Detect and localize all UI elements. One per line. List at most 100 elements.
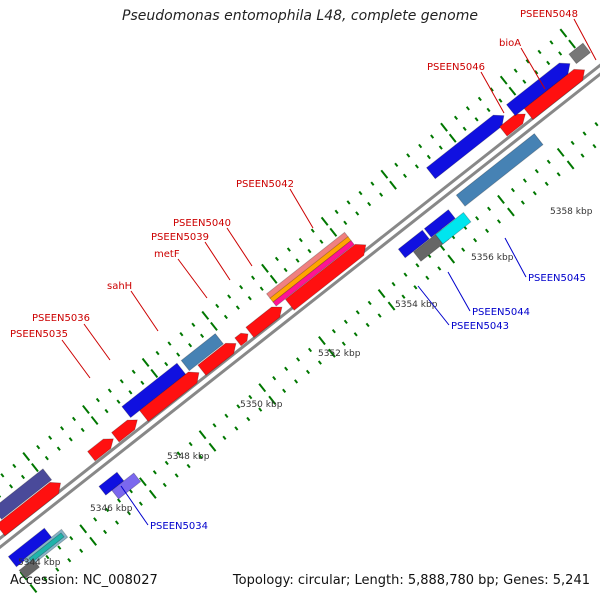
tick-mark [9, 484, 14, 489]
gene-box-shape [28, 532, 65, 563]
tick-mark [402, 173, 407, 179]
tick-mark [138, 501, 143, 506]
gene-box-shape [397, 229, 430, 259]
tick-mark [251, 275, 256, 280]
gene-arrow-shape [506, 62, 571, 117]
tick-mark [377, 313, 382, 318]
tick-mark [179, 332, 184, 337]
map-title: Pseudomonas entomophila L48, complete ge… [122, 8, 478, 24]
tick-mark [414, 164, 419, 169]
gene-box [18, 558, 40, 579]
tick-mark [343, 220, 348, 226]
tick-mark [116, 399, 121, 404]
tick-mark [48, 435, 53, 440]
tick-mark [80, 427, 85, 433]
gene-box [98, 471, 125, 496]
tick-mark [317, 360, 322, 365]
gene-label: PSEEN5034 [150, 521, 208, 532]
tick-mark [235, 305, 240, 310]
tick-mark [164, 460, 169, 466]
tick-mark [210, 321, 218, 331]
tick-mark [377, 288, 386, 299]
tick-mark [534, 70, 539, 75]
tick-mark [546, 60, 551, 66]
tick-mark [67, 557, 72, 563]
scale-label: 5350 kbp [240, 400, 283, 410]
tick-mark [295, 258, 300, 263]
gene-arrow-shape [523, 68, 586, 121]
gene-box [0, 468, 53, 520]
gene-label: PSEEN5048 [520, 9, 578, 20]
tick-mark [236, 404, 241, 409]
tick-mark [198, 430, 207, 440]
scale-label: 5348 kbp [167, 452, 210, 462]
tick-mark [546, 159, 551, 164]
gene-label: sahH [107, 281, 132, 292]
tick-mark [261, 263, 269, 273]
leader-line [120, 485, 149, 526]
tick-mark [268, 395, 277, 405]
gene-box [434, 211, 472, 245]
gene-box-shape [266, 231, 349, 300]
tick-mark [461, 247, 466, 252]
tick-mark [447, 254, 456, 264]
tick-mark [224, 413, 229, 419]
leader-line [61, 339, 91, 379]
tick-mark [247, 295, 252, 301]
backbone-line [0, 72, 600, 550]
tick-mark [358, 190, 363, 196]
tick-mark [474, 117, 479, 122]
tick-mark [331, 328, 336, 334]
tick-mark [128, 488, 133, 494]
tick-mark [532, 190, 537, 196]
scale-label: 5346 kbp [90, 504, 133, 514]
tick-mark [68, 437, 73, 442]
tick-mark [44, 455, 49, 461]
gene-arrow-shape [499, 113, 526, 137]
tick-mark [334, 209, 339, 215]
tick-mark [413, 285, 418, 290]
tick-mark [22, 451, 31, 462]
gene-arrow [197, 342, 237, 376]
tick-mark [246, 416, 251, 422]
tick-mark [140, 380, 145, 386]
gene-arrow-shape [0, 482, 62, 537]
tick-mark [570, 140, 575, 146]
tick-mark [438, 145, 443, 150]
gene-box [397, 229, 430, 259]
scale-label: 5358 kbp [550, 207, 593, 217]
gene-box [272, 240, 355, 307]
gene-box-shape [180, 333, 224, 372]
tick-mark [568, 39, 576, 49]
tick-mark [498, 98, 503, 103]
gene-arrow-shape [111, 419, 138, 443]
tick-mark [499, 75, 508, 85]
gene-box-shape [568, 42, 591, 65]
tick-mark [107, 388, 112, 393]
tick-mark [79, 548, 84, 553]
tick-mark [341, 341, 346, 346]
tick-mark [215, 303, 220, 309]
tick-mark [234, 426, 239, 431]
tick-mark [36, 444, 41, 450]
tick-mark [198, 454, 203, 459]
tick-mark [222, 435, 227, 441]
gene-arrow [87, 438, 114, 462]
tick-mark [522, 178, 527, 183]
topology-summary: Topology: circular; Length: 5,888,780 bp… [232, 573, 590, 588]
tick-mark [440, 122, 448, 132]
tick-mark [93, 517, 98, 522]
tick-mark [556, 147, 565, 157]
gene-box [423, 209, 456, 238]
tick-mark [239, 284, 244, 290]
tick-mark [283, 267, 288, 273]
tick-mark [152, 470, 157, 475]
gene-label: PSEEN5043 [451, 321, 509, 332]
tick-mark [389, 180, 397, 190]
tick-mark [45, 554, 50, 560]
gene-box-shape [0, 468, 53, 520]
tick-mark [298, 237, 303, 243]
tick-mark [391, 281, 396, 287]
gene-box [266, 231, 349, 300]
